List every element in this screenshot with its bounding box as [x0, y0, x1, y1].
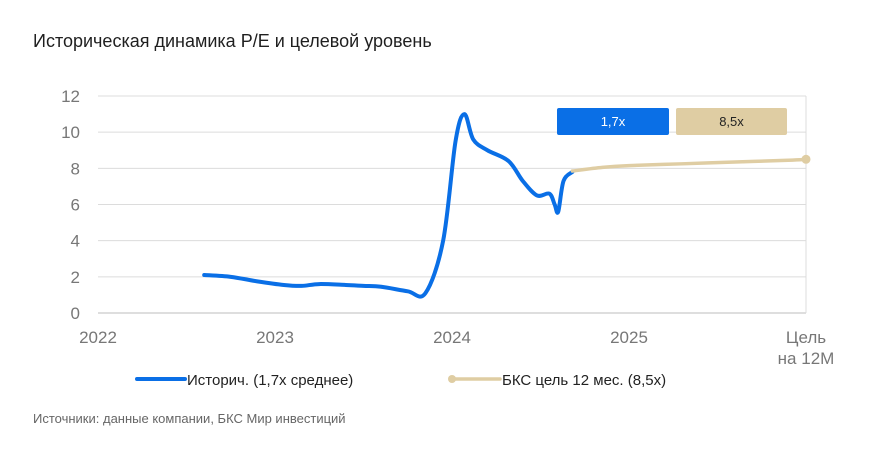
source-note: Источники: данные компании, БКС Мир инве…	[33, 411, 346, 426]
legend: Историч. (1,7х среднее) БКС цель 12 мес. …	[135, 372, 666, 389]
target-pe-line	[570, 157, 808, 173]
badge-label: 1,7х	[601, 114, 626, 129]
legend-label-target: БКС цель 12 мес. (8,5х)	[502, 372, 666, 389]
x-tick-labels: 2022 2023 2024 2025 Цель на 12М	[79, 328, 834, 368]
legend-label-historical: Историч. (1,7х среднее)	[187, 372, 353, 389]
value-badges: 1,7х 8,5х	[557, 108, 787, 135]
series-lines	[202, 112, 811, 299]
y-tick-label: 10	[61, 123, 80, 142]
x-tick-label: 2025	[610, 328, 648, 347]
y-tick-label: 4	[71, 232, 80, 251]
historical-pe-line	[202, 112, 575, 299]
y-tick-label: 0	[71, 304, 80, 323]
y-tick-label: 2	[71, 268, 80, 287]
y-tick-label: 12	[61, 87, 80, 106]
x-tick-label: Цель на 12М	[778, 328, 835, 368]
target-end-marker	[801, 154, 811, 164]
y-tick-label: 6	[71, 196, 80, 215]
legend-marker-target	[448, 375, 456, 383]
chart-title: Историческая динамика P/E и целевой уров…	[33, 31, 432, 51]
target-badge	[676, 108, 787, 135]
badge-label: 8,5х	[719, 114, 744, 129]
historical-badge	[557, 108, 669, 135]
x-tick-label: 2024	[433, 328, 471, 347]
x-tick-label: 2022	[79, 328, 117, 347]
y-tick-labels: 0 2 4 6 8 10 12	[61, 87, 80, 323]
y-tick-label: 8	[71, 159, 80, 178]
x-tick-label: 2023	[256, 328, 294, 347]
